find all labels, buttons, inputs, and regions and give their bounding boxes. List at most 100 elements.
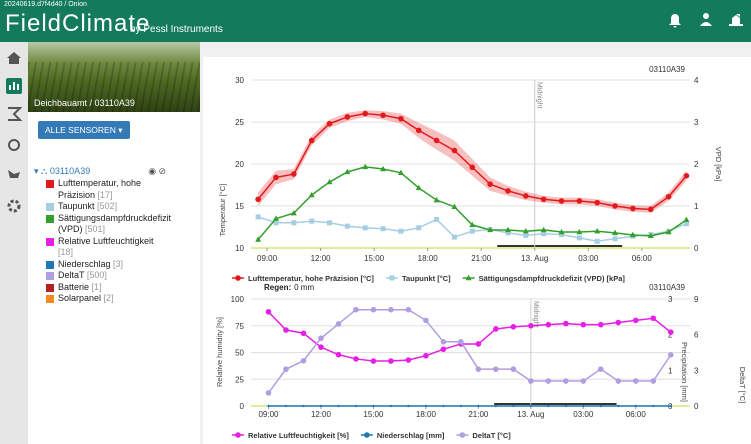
icon-bar (0, 42, 28, 444)
sun-icon[interactable] (8, 139, 20, 151)
sensor-color (46, 203, 54, 211)
data-point (380, 165, 387, 172)
data-point (598, 366, 604, 372)
data-point (477, 404, 480, 408)
data-point (665, 193, 672, 200)
data-point (529, 404, 533, 408)
data-point (353, 306, 359, 313)
sensor-color (46, 214, 54, 223)
user-icon[interactable] (703, 13, 709, 19)
midnight-label: Midnight (532, 301, 539, 328)
data-point (487, 226, 494, 233)
sensor-item[interactable]: Niederschlag [3] (46, 259, 170, 271)
data-point (451, 203, 458, 210)
x-tick-label: 18:00 (416, 410, 437, 419)
station-label: 03110A39 (649, 65, 685, 74)
data-point (494, 404, 498, 408)
data-point (309, 218, 315, 224)
sensor-item[interactable]: Relative Luftfeuchtigkeit [18] (46, 236, 170, 259)
legend-label[interactable]: Relative Luftfeuchtigkeit [%] (248, 431, 349, 440)
tractor-icon[interactable] (8, 170, 20, 178)
legend-marker (364, 432, 370, 438)
data-point (652, 404, 655, 408)
data-point (505, 230, 511, 236)
sensor-item[interactable]: Taupunkt [502] (46, 201, 170, 213)
legend-label[interactable]: Taupunkt [°C] (402, 274, 451, 283)
data-point (291, 220, 297, 226)
data-point (541, 231, 547, 237)
data-point (362, 110, 369, 117)
x-tick-label: 15:00 (363, 410, 384, 419)
tree-root-label[interactable]: 03110A39 (49, 166, 91, 176)
sensor-name: DeltaT (58, 270, 85, 280)
tree-root[interactable]: ▾ ⛬ 03110A39 ◉ ⊘ (34, 166, 167, 176)
precip-total: 0 mm (294, 283, 314, 292)
y3-tick-label: 9 (694, 295, 699, 304)
y-axis-title: Temperatur [°C] (218, 184, 227, 237)
sensor-color (46, 180, 54, 188)
data-point (398, 115, 404, 122)
data-point (510, 366, 517, 372)
data-point (308, 191, 315, 198)
data-point (667, 329, 674, 335)
data-point (423, 352, 429, 359)
legend-label[interactable]: Niederschlag [mm] (377, 431, 445, 440)
data-point (469, 164, 476, 171)
visibility-icons[interactable]: ◉ ⊘ (148, 166, 167, 176)
data-point (599, 404, 603, 408)
data-point (522, 228, 529, 234)
sensor-item[interactable]: Lufttemperatur, hohe Präzision [17] (46, 178, 170, 201)
y3-axis-title: DeltaT [°C] (738, 367, 747, 404)
data-point (558, 198, 565, 204)
sensor-button[interactable]: ALLE SENSOREN ▾ (38, 121, 130, 139)
y-tick-label: 20 (235, 160, 244, 169)
station-name[interactable]: Deichbauamt / 03110A39 (34, 98, 135, 108)
data-point (326, 178, 333, 185)
x-tick-label: 18:00 (418, 254, 439, 263)
y-tick-label: 15 (235, 202, 244, 211)
data-point (632, 378, 639, 384)
sensor-name: Taupunkt (58, 201, 95, 211)
sum-icon[interactable] (8, 107, 23, 121)
home-icon[interactable] (7, 52, 21, 64)
settings-icon[interactable] (7, 199, 21, 213)
y2-tick-label: 1 (668, 366, 673, 375)
legend-label[interactable]: Sättigungsdampfdruckdefizit (VPD) [kPa] (479, 274, 626, 283)
sensor-item[interactable]: Sättigungsdampfdruckdefizit (VPD) [501] (46, 213, 171, 236)
data-point (493, 366, 499, 372)
data-point (564, 404, 568, 408)
data-point (302, 404, 305, 408)
y-tick-label: 10 (235, 244, 244, 253)
y-tick-label: 25 (235, 375, 244, 384)
data-point (380, 112, 386, 119)
logo-sub: by Pessl Instruments (130, 24, 223, 35)
data-point (405, 306, 412, 313)
data-point (523, 232, 529, 238)
data-point (505, 188, 511, 194)
sensor-item[interactable]: Batterie [1] (46, 282, 170, 294)
data-point (540, 196, 547, 203)
farm-icon[interactable] (729, 14, 743, 26)
data-point (267, 404, 270, 408)
legend-label[interactable]: Lufttemperatur, hohe Präzision [°C] (248, 274, 374, 283)
y2-tick-label: 3 (694, 118, 699, 127)
midnight-label: Midnight (536, 82, 543, 109)
legend-marker (235, 275, 241, 281)
data-point (594, 199, 601, 206)
data-point (612, 203, 618, 209)
data-point (433, 196, 440, 203)
legend-marker (235, 432, 241, 438)
y-tick-label: 100 (231, 295, 245, 304)
data-point (398, 228, 404, 234)
data-point (440, 339, 447, 345)
sensor-item[interactable]: DeltaT [500] (46, 270, 170, 282)
sensor-item[interactable]: Solarpanel [2] (46, 293, 170, 305)
data-point (612, 236, 618, 242)
sensor-name: Relative Luftfeuchtigkeit (58, 235, 154, 246)
x-tick-label: 06:00 (632, 254, 653, 263)
bell-icon[interactable] (669, 14, 681, 28)
logo[interactable]: FieldClimate (5, 10, 151, 37)
legend-label[interactable]: DeltaT [°C] (472, 431, 511, 440)
y-tick-label: 0 (240, 402, 245, 411)
